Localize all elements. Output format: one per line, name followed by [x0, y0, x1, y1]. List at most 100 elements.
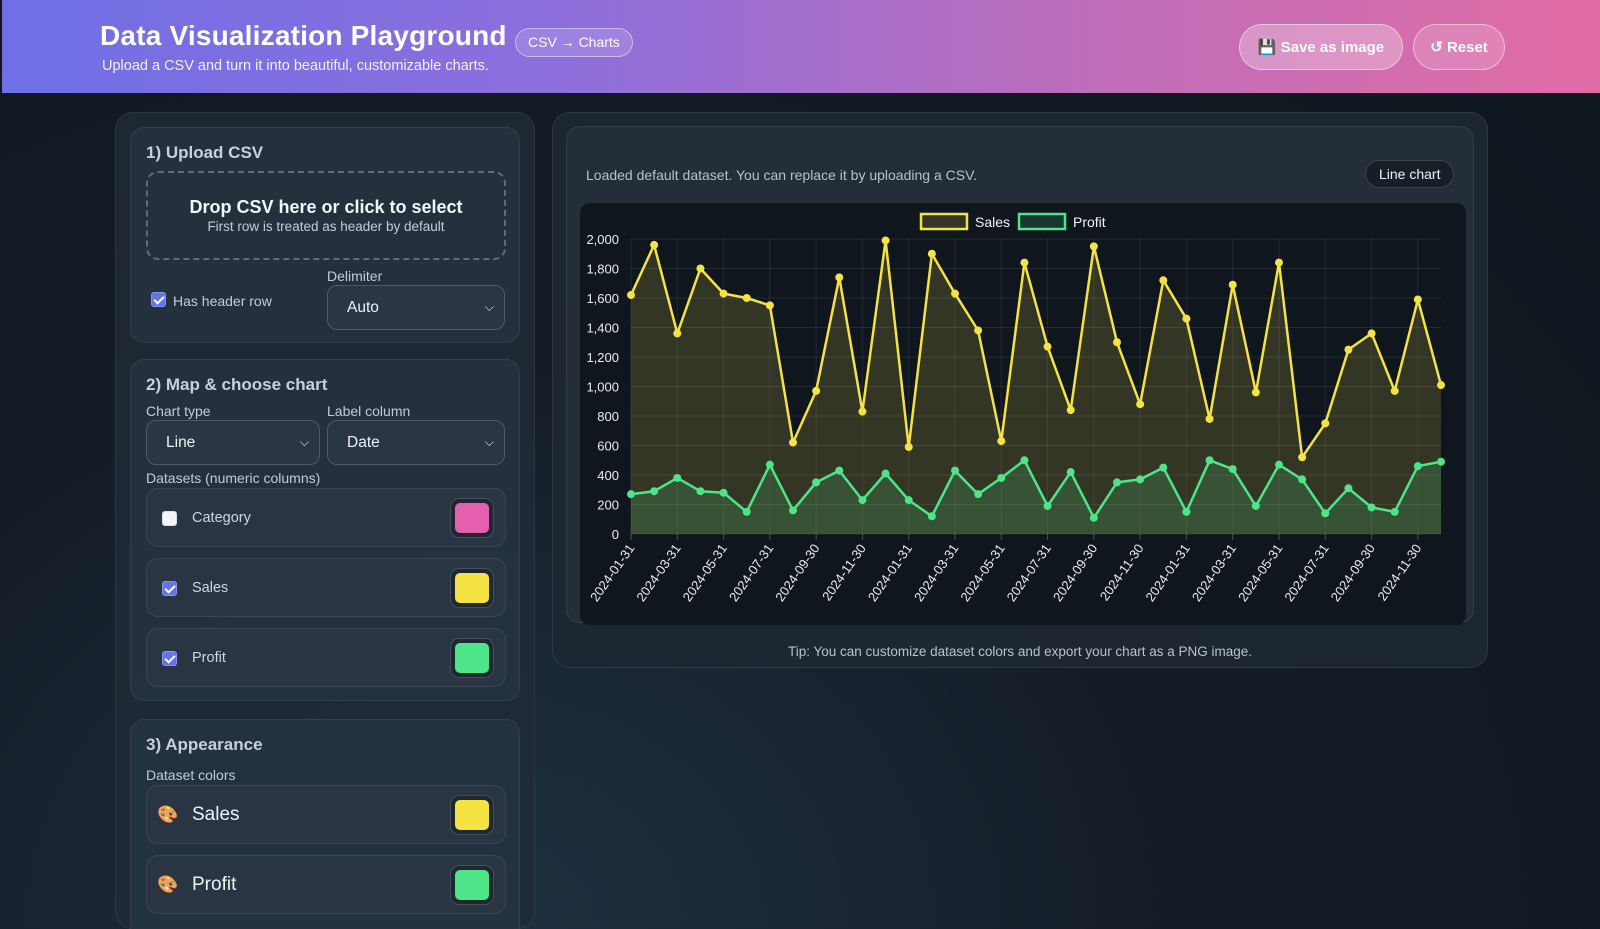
dataset-checkbox-sales[interactable] — [162, 581, 177, 596]
delimiter-select[interactable]: Auto ⌵ — [327, 285, 505, 330]
y-tick-label: 1,800 — [586, 262, 619, 277]
line-chart[interactable]: 0 200 400 600 800 1,000 1,200 1,400 1,600 1,800 2,… — [580, 203, 1466, 625]
appearance-color-profit[interactable] — [450, 865, 494, 905]
x-tick-label: 2024-03-31 — [911, 541, 961, 604]
data-point-profit — [673, 473, 682, 482]
data-point-profit — [1182, 507, 1191, 516]
dataset-row-sales[interactable]: Sales — [146, 558, 506, 617]
data-point-profit — [627, 490, 635, 499]
color-swatch-profit[interactable] — [450, 638, 494, 678]
color-swatch-category[interactable] — [450, 498, 494, 538]
dataset-checkbox-profit[interactable] — [162, 651, 177, 666]
appearance-color-sales[interactable] — [450, 795, 494, 835]
tip-text: Tip: You can customize dataset colors an… — [788, 644, 1252, 659]
reset-button-label: ↺ Reset — [1430, 39, 1488, 56]
data-point-profit — [835, 466, 844, 475]
x-tick-label: 2024-09-30 — [772, 541, 822, 604]
page-title: Data Visualization Playground — [100, 20, 507, 51]
data-point-profit — [1228, 465, 1237, 474]
reset-button[interactable]: ↺ Reset — [1413, 24, 1505, 70]
title-badge: CSV → Charts — [515, 28, 633, 57]
chevron-down-icon: ⌵ — [299, 435, 309, 449]
data-point-sales — [1298, 453, 1307, 462]
controls-panel: 1) Upload CSV Drop CSV here or click to … — [115, 112, 535, 929]
dataset-label: Profit — [192, 650, 226, 666]
data-point-profit — [951, 466, 959, 475]
data-point-profit — [1298, 475, 1307, 484]
x-tick-label: 2024-11-30 — [819, 541, 869, 603]
data-point-sales — [650, 240, 659, 249]
y-tick-label: 0 — [612, 527, 619, 542]
data-point-sales — [1182, 314, 1191, 323]
data-point-sales — [835, 273, 844, 282]
dropzone-title: Drop CSV here or click to select — [189, 197, 463, 217]
chart-type-label: Chart type — [146, 403, 211, 419]
x-tick-label: 2024-09-30 — [1328, 541, 1378, 604]
dataset-checkbox-category[interactable] — [162, 511, 177, 526]
x-tick-label: 2024-07-31 — [1281, 541, 1331, 604]
dataset-colors-label: Dataset colors — [146, 767, 236, 783]
data-point-sales — [1251, 388, 1260, 397]
data-point-profit — [1390, 507, 1399, 516]
data-point-sales — [1390, 386, 1399, 395]
status-message: Loaded default dataset. You can replace … — [586, 167, 978, 183]
y-tick-label: 2,000 — [586, 232, 619, 247]
chart-type-select[interactable]: Line ⌵ — [146, 420, 320, 465]
appearance-row-profit: 🎨 Profit — [146, 855, 506, 914]
chevron-down-icon: ⌵ — [484, 435, 494, 449]
data-point-sales — [1413, 295, 1422, 304]
data-point-sales — [1205, 414, 1214, 423]
data-point-sales — [927, 249, 936, 258]
csv-dropzone[interactable]: Drop CSV here or click to select First r… — [146, 171, 506, 260]
data-point-profit — [1113, 478, 1121, 487]
data-point-sales — [1089, 242, 1098, 251]
legend-swatch-sales — [919, 212, 969, 231]
data-point-profit — [1413, 462, 1422, 471]
has-header-label: Has header row — [173, 293, 272, 309]
save-button-label: 💾 Save as image — [1257, 39, 1385, 56]
data-point-profit — [881, 469, 890, 478]
datasets-label: Datasets (numeric columns) — [146, 470, 321, 486]
appearance-label: Sales — [192, 804, 240, 825]
x-tick-label: 2024-11-30 — [1097, 541, 1147, 603]
data-point-sales — [1367, 329, 1376, 338]
x-tick-label: 2024-11-30 — [1374, 541, 1424, 603]
dataset-label: Category — [192, 510, 251, 526]
appearance-label: Profit — [192, 874, 237, 895]
label-column-label: Label column — [327, 403, 411, 419]
x-tick-label: 2024-05-31 — [680, 541, 730, 604]
data-point-profit — [1066, 468, 1075, 477]
legend-swatch-profit — [1017, 212, 1067, 231]
save-as-image-button[interactable]: 💾 Save as image — [1239, 24, 1403, 70]
label-column-select[interactable]: Date ⌵ — [327, 420, 505, 465]
page-subtitle: Upload a CSV and turn it into beautiful,… — [102, 58, 489, 74]
dataset-row-category[interactable]: Category — [146, 488, 506, 547]
data-point-sales — [1066, 406, 1075, 415]
color-swatch-sales[interactable] — [450, 568, 494, 608]
dataset-label: Sales — [192, 580, 229, 596]
data-point-profit — [1159, 463, 1168, 472]
data-point-sales — [1321, 419, 1330, 428]
data-point-sales — [997, 437, 1006, 446]
chart-card: Loaded default dataset. You can replace … — [566, 126, 1474, 625]
map-card: 2) Map & choose chart Chart type Label c… — [130, 359, 520, 701]
upload-card: 1) Upload CSV Drop CSV here or click to … — [130, 127, 520, 343]
data-point-sales — [1113, 338, 1121, 347]
data-point-profit — [997, 473, 1006, 482]
y-tick-label: 1,000 — [586, 380, 619, 395]
x-tick-label: 2024-05-31 — [957, 541, 1007, 604]
preview-panel: Loaded default dataset. You can replace … — [552, 112, 1488, 668]
data-point-profit — [974, 490, 983, 499]
data-point-sales — [789, 438, 797, 447]
series-line-sales — [629, 239, 1443, 459]
x-tick-label: 2024-01-31 — [587, 541, 637, 604]
x-tick-label: 2024-01-31 — [1142, 541, 1192, 604]
data-point-profit — [1251, 501, 1260, 510]
has-header-checkbox[interactable] — [151, 292, 166, 307]
y-tick-label: 800 — [597, 409, 619, 424]
dataset-row-profit[interactable]: Profit — [146, 628, 506, 687]
chart-canvas[interactable]: 0 200 400 600 800 1,000 1,200 1,400 1,600 1,800 2,… — [580, 203, 1466, 625]
x-tick-label: 2024-07-31 — [1004, 541, 1054, 604]
data-point-profit — [858, 496, 867, 505]
data-point-sales — [974, 326, 983, 335]
